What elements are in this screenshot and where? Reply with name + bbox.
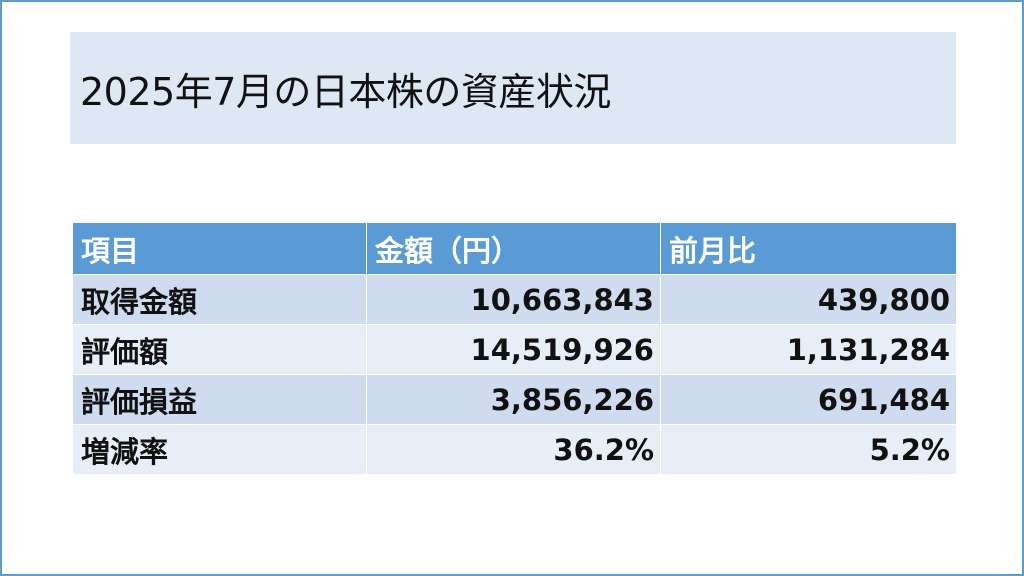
title-box: 2025年7月の日本株の資産状況 [70, 32, 956, 144]
row-label: 取得金額 [72, 274, 367, 325]
table-row: 評価損益 3,856,226 691,484 [72, 374, 957, 425]
asset-table: 項目 金額（円） 前月比 取得金額 10,663,843 439,800 評価額… [72, 222, 957, 475]
row-label: 増減率 [72, 424, 367, 475]
table-header-row: 項目 金額（円） 前月比 [72, 222, 957, 275]
amount-cell: 14,519,926 [366, 324, 661, 375]
change-cell: 5.2% [660, 424, 957, 475]
amount-cell: 10,663,843 [366, 274, 661, 325]
change-cell: 1,131,284 [660, 324, 957, 375]
table-row: 取得金額 10,663,843 439,800 [72, 274, 957, 325]
amount-cell: 3,856,226 [366, 374, 661, 425]
change-cell: 439,800 [660, 274, 957, 325]
page-title: 2025年7月の日本株の資産状況 [80, 69, 611, 114]
header-amount: 金額（円） [366, 222, 661, 275]
amount-cell: 36.2% [366, 424, 661, 475]
table-row: 増減率 36.2% 5.2% [72, 424, 957, 475]
header-month-over-month: 前月比 [660, 222, 957, 275]
row-label: 評価額 [72, 324, 367, 375]
row-label: 評価損益 [72, 374, 367, 425]
header-item: 項目 [72, 222, 367, 275]
change-cell: 691,484 [660, 374, 957, 425]
table-row: 評価額 14,519,926 1,131,284 [72, 324, 957, 375]
